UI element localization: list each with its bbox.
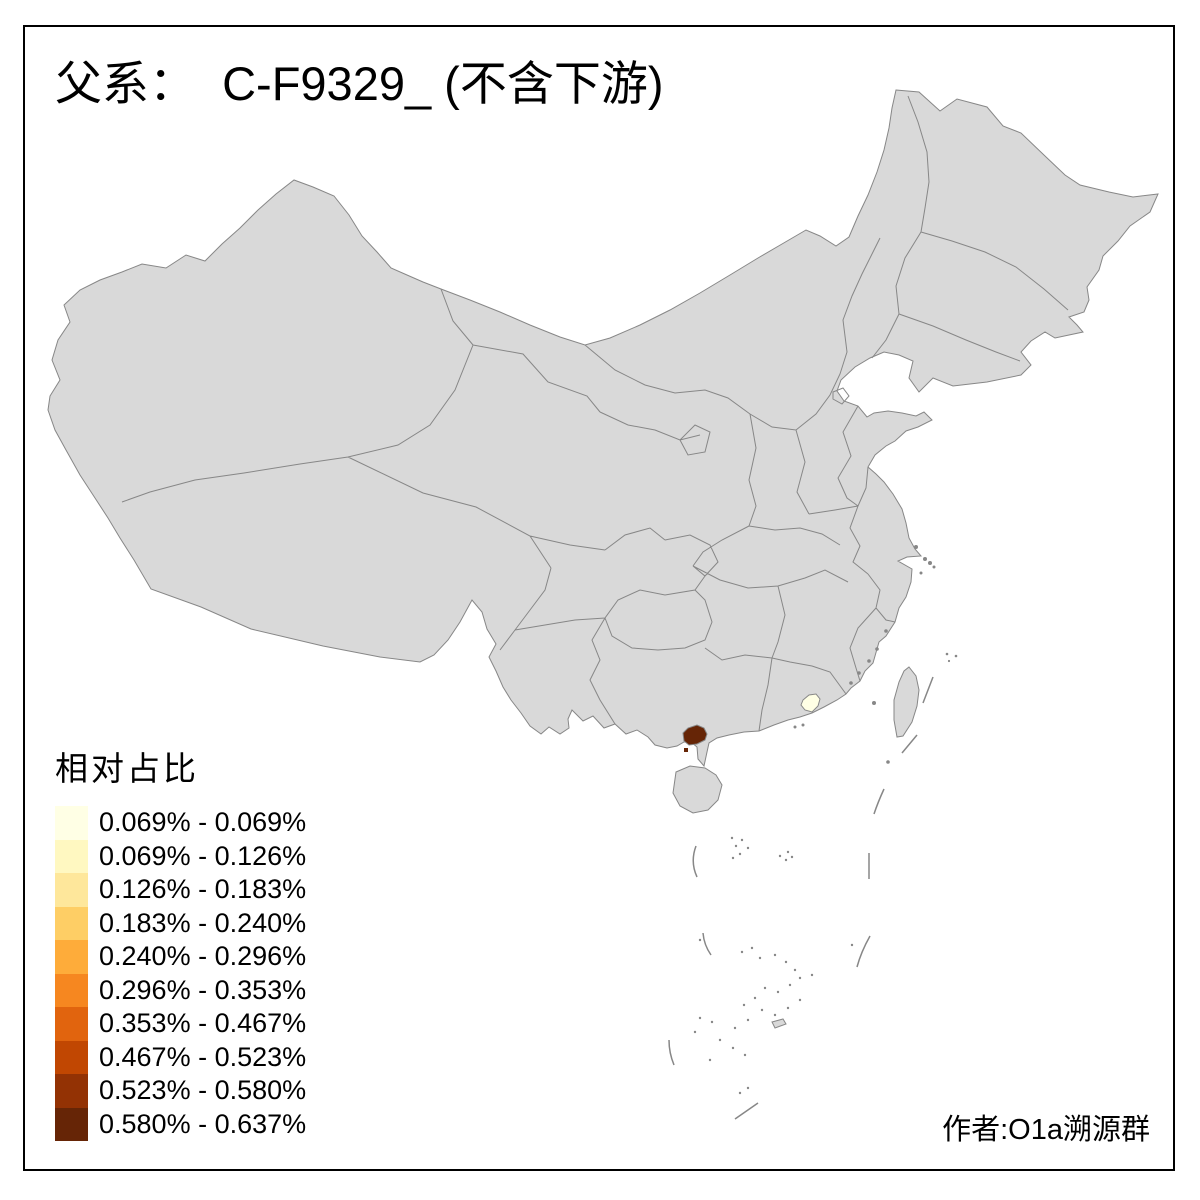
mainland-china-shape	[47, 89, 1159, 768]
legend-swatch	[55, 1074, 88, 1108]
legend-row: 0.523% - 0.580%	[55, 1074, 306, 1108]
legend: 相对占比 0.069% - 0.069% 0.069% - 0.126% 0.1…	[55, 742, 306, 1141]
legend-swatch	[55, 839, 88, 873]
legend-swatch	[55, 940, 88, 974]
author-attribution: 作者:O1a溯源群	[942, 1114, 1150, 1146]
legend-row: 0.240% - 0.296%	[55, 940, 306, 974]
legend-swatch	[55, 873, 88, 907]
nine-dash-line	[668, 676, 934, 1120]
legend-row: 0.069% - 0.069%	[55, 806, 306, 840]
legend-label: 0.240% - 0.296%	[99, 941, 307, 972]
highlight-region-dark	[682, 724, 708, 752]
legend-swatch	[55, 973, 88, 1007]
highlight-region-dark-shape	[682, 724, 708, 746]
legend-swatch	[55, 1107, 88, 1141]
highlight-region-light-shape	[800, 693, 821, 713]
coastal-islets	[793, 545, 958, 764]
highlight-region-dark-islet	[684, 748, 688, 752]
spratly-islands-dots	[693, 938, 854, 1095]
page-title: 父系： C-F9329_ (不含下游)	[55, 57, 664, 110]
legend-label: 0.353% - 0.467%	[99, 1008, 307, 1039]
taiwan-island	[893, 666, 920, 738]
legend-swatch	[55, 1040, 88, 1074]
legend-label: 0.126% - 0.183%	[99, 874, 307, 905]
legend-label: 0.467% - 0.523%	[99, 1041, 307, 1072]
legend-label: 0.580% - 0.637%	[99, 1108, 307, 1139]
spratly-main-islet	[771, 1018, 787, 1029]
legend-row: 0.126% - 0.183%	[55, 873, 306, 907]
legend-swatch	[55, 806, 88, 840]
legend-label: 0.069% - 0.069%	[99, 807, 307, 838]
province-borders	[121, 95, 1069, 732]
legend-row: 0.580% - 0.637%	[55, 1107, 307, 1141]
legend-row: 0.069% - 0.126%	[55, 839, 307, 873]
legend-row: 0.183% - 0.240%	[55, 906, 307, 940]
legend-label: 0.183% - 0.240%	[99, 907, 307, 938]
legend-title: 相对占比	[55, 750, 199, 787]
hainan-island	[672, 765, 723, 814]
legend-swatch	[55, 1007, 88, 1041]
legend-row: 0.296% - 0.353%	[55, 973, 307, 1007]
legend-row: 0.467% - 0.523%	[55, 1040, 307, 1074]
paracel-islands-dots	[730, 836, 794, 862]
legend-label: 0.523% - 0.580%	[99, 1075, 307, 1106]
legend-row: 0.353% - 0.467%	[55, 1007, 306, 1041]
legend-label: 0.069% - 0.126%	[99, 840, 307, 871]
legend-label: 0.296% - 0.353%	[99, 974, 307, 1005]
legend-swatch	[55, 906, 88, 940]
